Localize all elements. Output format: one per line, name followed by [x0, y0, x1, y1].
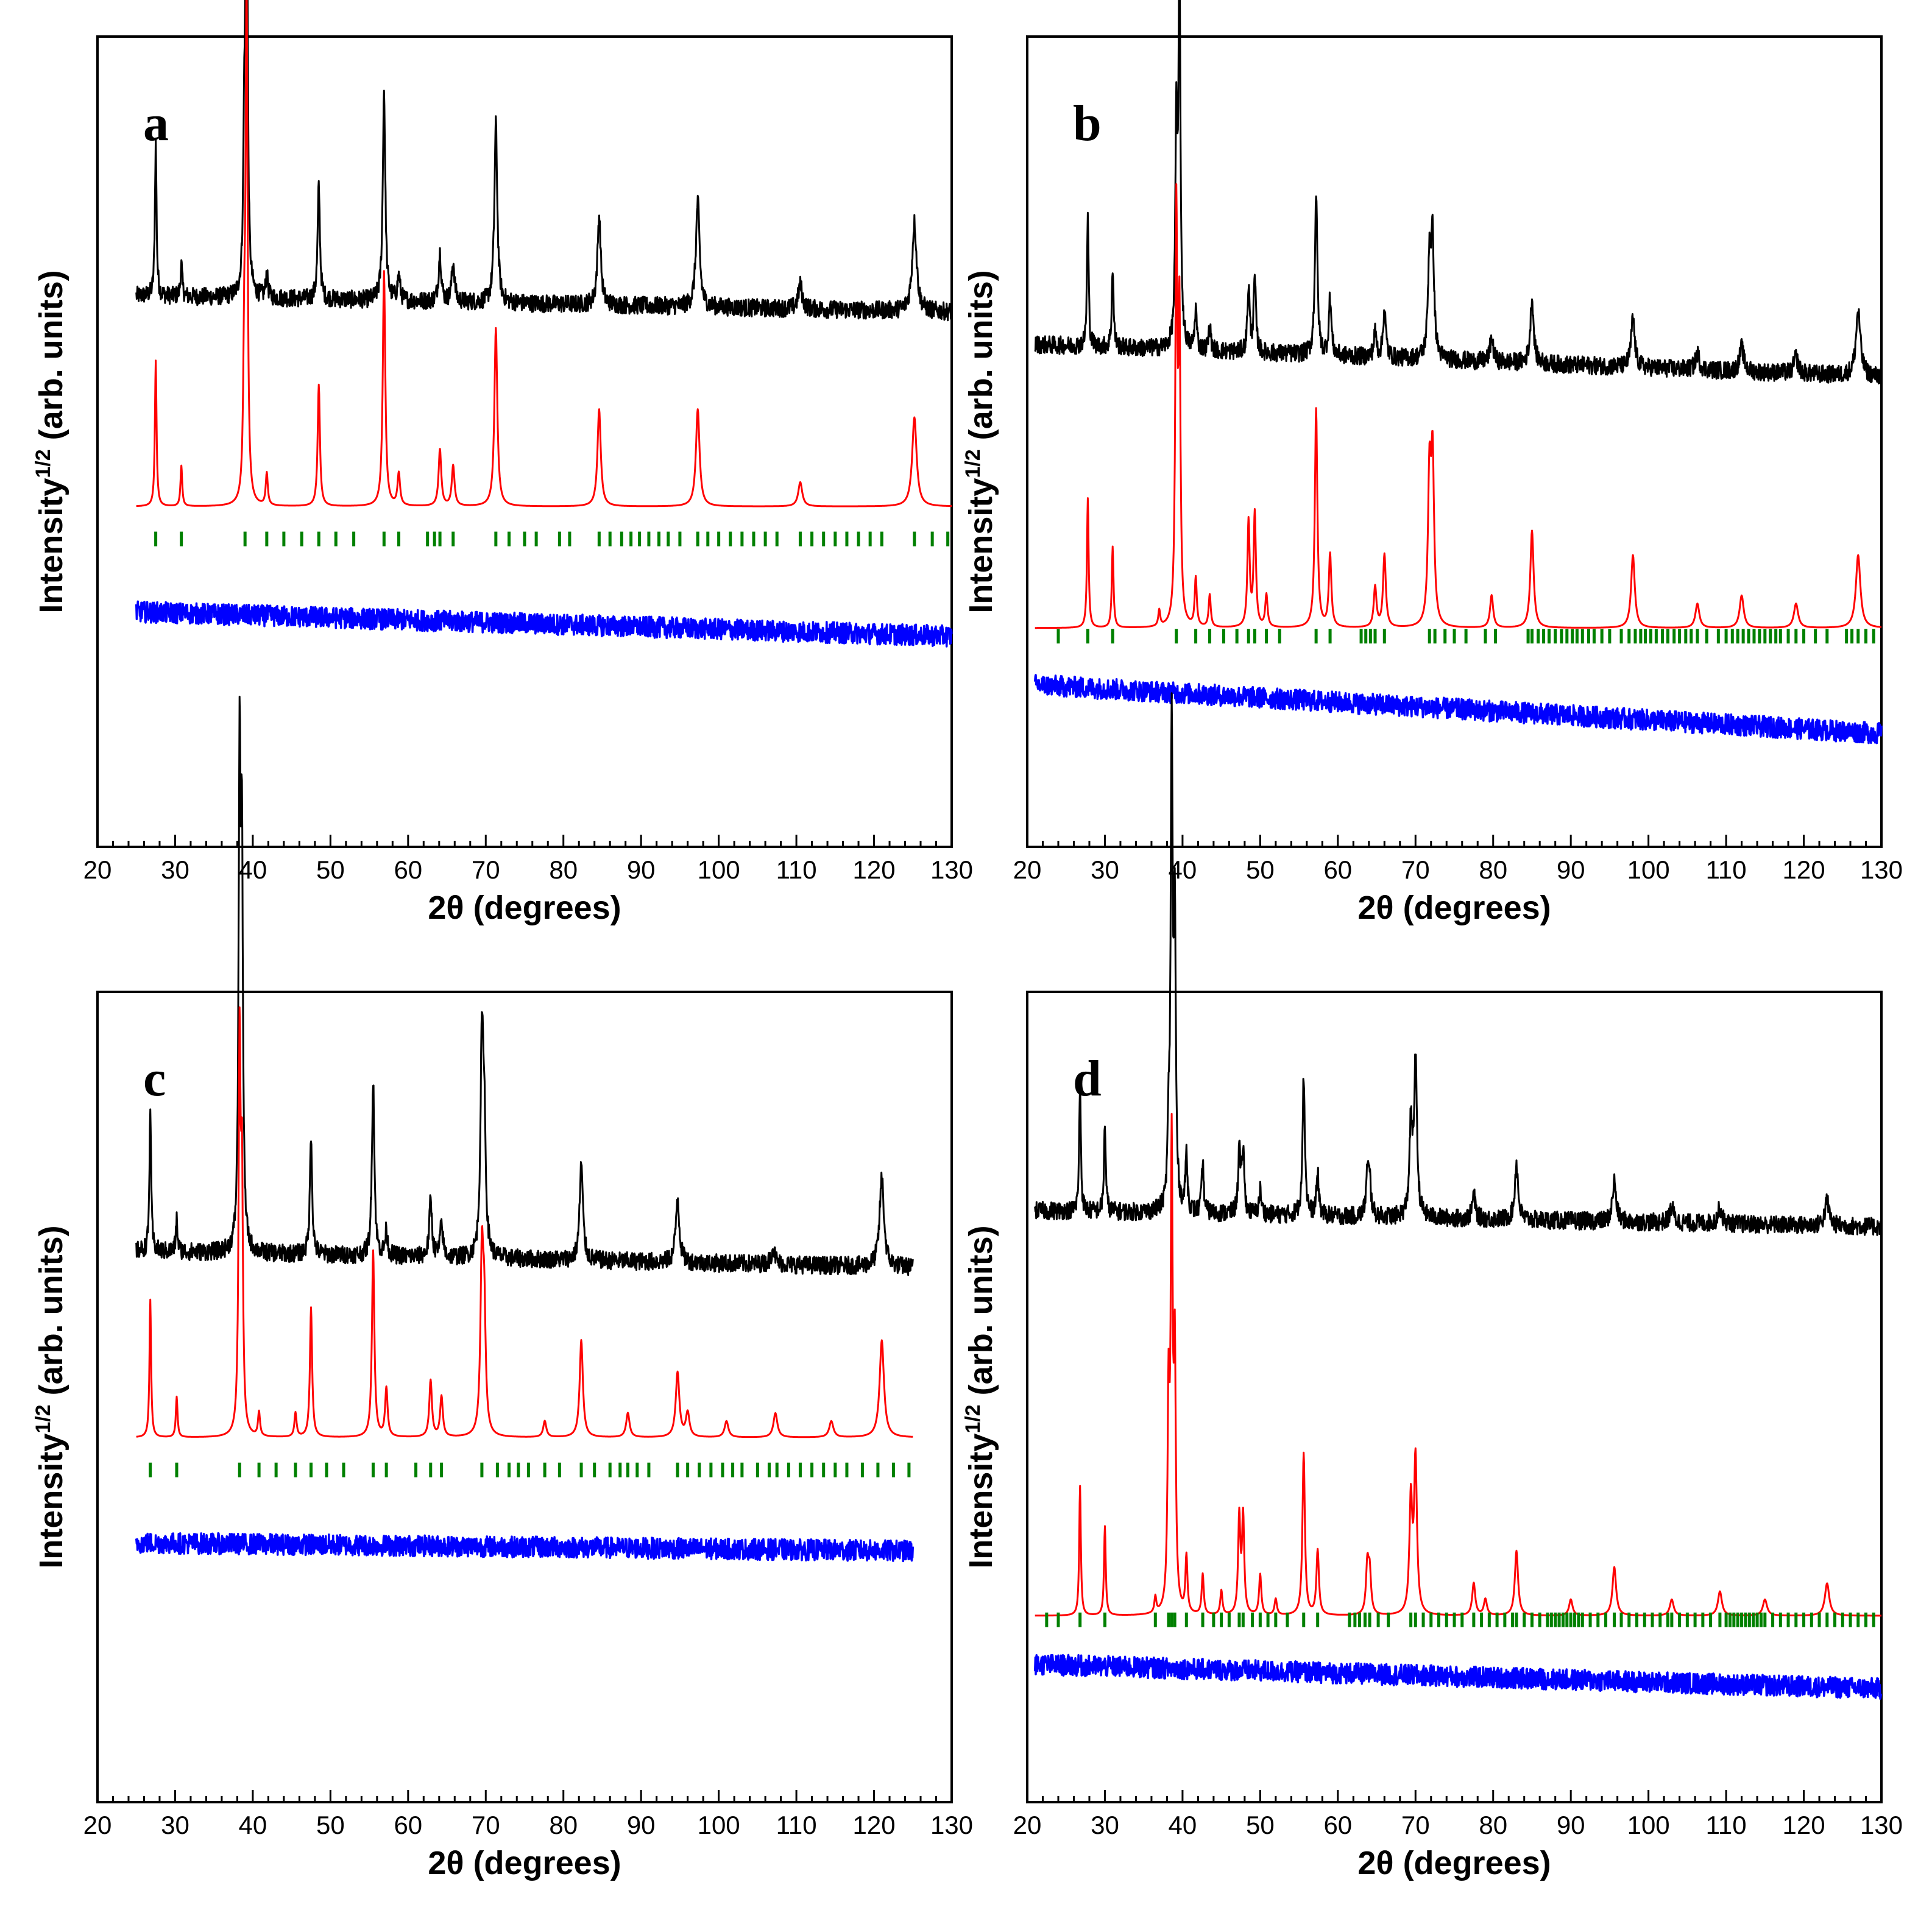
x-tick-label: 100	[698, 1811, 740, 1839]
y-axis-title-superscript: 1/2	[961, 1404, 985, 1433]
y-axis-title-units: (arb. units)	[963, 270, 999, 449]
y-axis-title-superscript: 1/2	[32, 449, 55, 478]
plot-frame	[96, 35, 953, 848]
x-tick-label: 70	[472, 1811, 500, 1839]
y-axis-title-main: Intensity	[33, 478, 69, 614]
x-tick-label: 130	[930, 1811, 973, 1839]
x-axis: 20 30 40 50 60 70 80 90 100 110 120 130	[83, 1790, 973, 1839]
x-tick-label: 30	[1091, 855, 1119, 884]
series-difference-line	[135, 1532, 915, 1563]
x-tick-label: 110	[776, 1811, 817, 1839]
panel-label: a	[143, 95, 169, 152]
x-tick-label: 130	[1860, 1811, 1903, 1839]
x-tick-label: 80	[549, 1811, 578, 1839]
plot-frame	[1026, 35, 1883, 848]
y-axis-title-superscript: 1/2	[961, 449, 985, 478]
x-tick-label: 90	[1557, 1811, 1585, 1839]
plot-frame	[96, 991, 953, 1803]
y-axis-title-main: Intensity	[963, 1434, 999, 1569]
x-tick-label: 30	[161, 1811, 189, 1839]
x-tick-label: 50	[316, 855, 345, 884]
series-difference-line	[1033, 1654, 1883, 1700]
x-tick-label: 130	[930, 855, 973, 884]
x-axis: 20 30 40 50 60 70 80 90 100 110 120 130	[1013, 1790, 1903, 1839]
x-tick-label: 110	[1706, 1811, 1747, 1839]
x-tick-label: 120	[1783, 855, 1825, 884]
x-tick-label: 50	[1246, 1811, 1275, 1839]
x-tick-label: 20	[1013, 855, 1042, 884]
series-observed-line	[1034, 692, 1883, 1236]
series-observed-line	[135, 0, 953, 322]
x-axis: 20 30 40 50 60 70 80 90 100 110 120 130	[83, 835, 973, 884]
y-axis-title-units: (arb. units)	[33, 1225, 69, 1404]
x-tick-label: 120	[1783, 1811, 1825, 1839]
y-axis-title-units: (arb. units)	[963, 1225, 999, 1404]
x-tick-label: 130	[1860, 855, 1903, 884]
y-axis-title: Intensity1/2 (arb. units)	[961, 1225, 999, 1568]
y-axis-title: Intensity1/2 (arb. units)	[32, 1225, 69, 1568]
x-tick-label: 20	[83, 855, 112, 884]
series-calculated-line	[1034, 1112, 1882, 1617]
x-axis: 20 30 40 50 60 70 80 90 100 110 120 130	[1013, 835, 1903, 884]
y-axis-title-superscript: 1/2	[32, 1404, 55, 1433]
plot-frame	[1026, 991, 1883, 1803]
x-tick-label: 50	[1246, 855, 1275, 884]
x-tick-label: 90	[627, 855, 656, 884]
x-tick-label: 110	[776, 855, 817, 884]
bragg-ticks	[1045, 1612, 1875, 1627]
x-tick-label: 60	[1323, 1811, 1352, 1839]
x-tick-label: 90	[627, 1811, 656, 1839]
series-calculated-line	[1034, 183, 1882, 629]
panel-label: c	[143, 1050, 166, 1107]
x-tick-label: 30	[161, 855, 189, 884]
x-tick-label: 40	[1169, 1811, 1197, 1839]
x-axis-title: 2θ (degrees)	[1357, 1845, 1551, 1881]
x-tick-label: 80	[549, 855, 578, 884]
y-axis-title: Intensity1/2 (arb. units)	[961, 270, 999, 613]
x-tick-label: 80	[1479, 855, 1507, 884]
x-tick-label: 20	[1013, 1811, 1042, 1839]
x-tick-label: 70	[1401, 855, 1430, 884]
bragg-ticks	[154, 531, 950, 546]
series-calculated-line	[135, 0, 952, 508]
x-tick-label: 80	[1479, 1811, 1507, 1839]
x-tick-label: 120	[853, 855, 896, 884]
x-tick-label: 30	[1091, 1811, 1119, 1839]
x-tick-label: 100	[698, 855, 740, 884]
x-tick-label: 100	[1627, 1811, 1670, 1839]
x-axis-title: 2θ (degrees)	[428, 890, 621, 926]
x-tick-label: 100	[1627, 855, 1670, 884]
x-tick-label: 60	[1323, 855, 1352, 884]
series-observed-line	[135, 695, 914, 1276]
x-tick-label: 60	[394, 1811, 422, 1839]
x-axis-title: 2θ (degrees)	[428, 1845, 621, 1881]
bragg-ticks	[1056, 629, 1875, 644]
x-tick-label: 120	[853, 1811, 896, 1839]
series-calculated-line	[135, 1006, 914, 1438]
panel-label: d	[1073, 1050, 1102, 1107]
y-axis-title: Intensity1/2 (arb. units)	[32, 270, 69, 613]
x-tick-label: 40	[239, 1811, 267, 1839]
panel-label: b	[1073, 95, 1102, 152]
x-axis-title: 2θ (degrees)	[1357, 890, 1551, 926]
series-difference-line	[135, 600, 953, 648]
panel-c: 20 30 40 50 60 70 80 90 100 110 120 130 2θ (degrees)…	[32, 695, 973, 1881]
x-tick-label: 70	[472, 855, 500, 884]
x-tick-label: 70	[1401, 1811, 1430, 1839]
x-tick-label: 50	[316, 1811, 345, 1839]
y-axis-title-units: (arb. units)	[33, 270, 69, 449]
bragg-ticks	[149, 1462, 911, 1477]
panel-d: 20 30 40 50 60 70 80 90 100 110 120 130 2θ (degrees)…	[961, 692, 1903, 1881]
series-observed-line	[1034, 0, 1883, 384]
x-tick-label: 90	[1557, 855, 1585, 884]
x-tick-label: 60	[394, 855, 422, 884]
series-difference-line	[1033, 674, 1883, 745]
y-axis-title-main: Intensity	[33, 1434, 69, 1569]
x-tick-label: 20	[83, 1811, 112, 1839]
x-tick-label: 110	[1706, 855, 1747, 884]
y-axis-title-main: Intensity	[963, 478, 999, 614]
